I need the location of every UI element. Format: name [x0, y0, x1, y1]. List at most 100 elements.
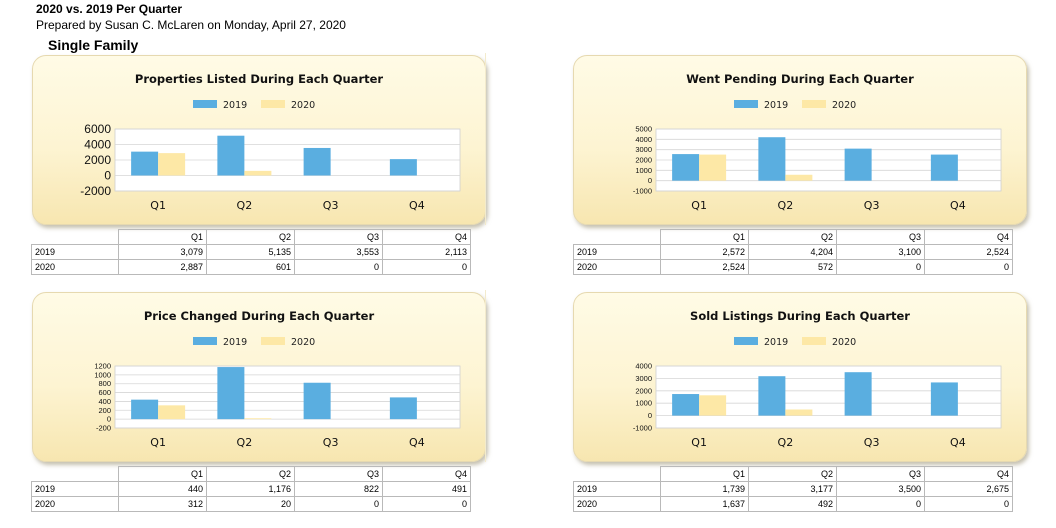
y-tick-label: 0	[107, 415, 111, 424]
report-title: 2020 vs. 2019 Per Quarter	[36, 2, 183, 16]
table-header-row: Q1 Q2 Q3 Q4	[31, 466, 471, 482]
bar-2019-Q3	[303, 147, 331, 176]
chart-price-changed: Price Changed During Each Quarter 2019 202…	[94, 309, 461, 449]
y-tick-label: 2000	[635, 386, 652, 395]
legend-swatch-2019	[734, 337, 758, 345]
x-tick-label: Q3	[864, 436, 880, 449]
bar-2019-Q4	[930, 154, 958, 181]
column-header: Q2	[206, 229, 295, 245]
table-cell: 5,135	[206, 244, 295, 260]
y-tick-label: 1000	[635, 399, 652, 408]
table-cell: 3,553	[294, 244, 383, 260]
x-tick-label: Q3	[323, 436, 339, 449]
table-cell: 312	[118, 496, 207, 512]
chart-sold: Sold Listings During Each Quarter 2019 202…	[633, 309, 1002, 449]
data-table-pending: Q1 Q2 Q3 Q4 2019 2,572 4,204 3,100 2,524…	[573, 229, 1013, 275]
table-cell: 0	[924, 259, 1013, 275]
x-tick-label: Q1	[150, 199, 166, 212]
bar-2019-Q2	[217, 135, 245, 176]
x-tick-label: Q1	[691, 436, 707, 449]
y-tick-label: 4000	[84, 138, 111, 152]
table-cell: 3,500	[836, 481, 925, 497]
data-table-listed: Q1 Q2 Q3 Q4 2019 3,079 5,135 3,553 2,113…	[31, 229, 471, 275]
table-cell: 492	[748, 496, 837, 512]
legend-label-2019: 2019	[764, 100, 788, 111]
y-tick-label: -1000	[633, 424, 652, 433]
table-row: 2019 1,739 3,177 3,500 2,675	[573, 481, 1013, 497]
bar-2019-Q4	[930, 382, 958, 416]
y-tick-label: 2000	[635, 156, 652, 165]
bar-2019-Q3	[844, 372, 872, 416]
table-cell: 3,177	[748, 481, 837, 497]
x-tick-label: Q4	[950, 199, 966, 212]
table-header-row: Q1 Q2 Q3 Q4	[573, 229, 1013, 245]
y-tick-label: 0	[104, 169, 111, 183]
bar-2020-Q1	[699, 395, 727, 416]
y-tick-label: 1200	[94, 362, 111, 371]
legend-label-2020: 2020	[291, 337, 315, 348]
y-tick-label: 800	[98, 379, 111, 388]
row-label: 2020	[573, 496, 661, 512]
column-header: Q4	[382, 229, 471, 245]
table-row: 2019 440 1,176 822 491	[31, 481, 471, 497]
chart-title: Went Pending During Each Quarter	[686, 72, 914, 86]
table-cell: 491	[382, 481, 471, 497]
bar-2020-Q2	[244, 170, 272, 176]
column-header: Q2	[748, 229, 837, 245]
legend-label-2020: 2020	[832, 337, 856, 348]
column-header: Q3	[836, 229, 925, 245]
table-header-row: Q1 Q2 Q3 Q4	[31, 229, 471, 245]
column-header: Q2	[206, 466, 295, 482]
table-cell: 601	[206, 259, 295, 275]
column-header: Q1	[118, 466, 207, 482]
legend-swatch-2019	[734, 100, 758, 108]
column-header: Q3	[294, 229, 383, 245]
bar-2020-Q1	[158, 405, 186, 420]
y-tick-label: 5000	[635, 125, 652, 134]
table-header-row: Q1 Q2 Q3 Q4	[573, 466, 1013, 482]
y-tick-label: -1000	[633, 187, 652, 196]
table-cell: 1,739	[660, 481, 749, 497]
bar-2019-Q4	[389, 159, 417, 176]
row-label: 2019	[573, 244, 661, 260]
chart-title: Price Changed During Each Quarter	[144, 309, 375, 323]
legend-label-2020: 2020	[832, 100, 856, 111]
table-cell: 822	[294, 481, 383, 497]
table-cell: 20	[206, 496, 295, 512]
y-tick-label: 600	[98, 388, 111, 397]
table-row: 2020 1,637 492 0 0	[573, 496, 1013, 512]
bar-2020-Q2	[785, 174, 813, 181]
bar-2019-Q1	[672, 394, 700, 416]
x-tick-label: Q1	[691, 199, 707, 212]
row-label: 2019	[31, 481, 119, 497]
y-tick-label: 4000	[635, 362, 652, 371]
chart-title: Sold Listings During Each Quarter	[690, 309, 910, 323]
y-tick-label: 4000	[635, 135, 652, 144]
data-table-price-changed: Q1 Q2 Q3 Q4 2019 440 1,176 822 491 2020 …	[31, 466, 471, 512]
bar-2019-Q3	[303, 382, 331, 420]
table-cell: 0	[382, 496, 471, 512]
x-tick-label: Q3	[864, 199, 880, 212]
column-header: Q1	[118, 229, 207, 245]
bar-2020-Q1	[158, 153, 186, 176]
column-header: Q2	[748, 466, 837, 482]
table-cell: 1,176	[206, 481, 295, 497]
bar-2019-Q1	[131, 151, 159, 176]
data-table-sold: Q1 Q2 Q3 Q4 2019 1,739 3,177 3,500 2,675…	[573, 466, 1013, 512]
legend-swatch-2020	[802, 337, 826, 345]
table-cell: 3,100	[836, 244, 925, 260]
column-header: Q4	[924, 466, 1013, 482]
y-tick-label: 1000	[94, 370, 111, 379]
column-header: Q4	[382, 466, 471, 482]
legend-swatch-2019	[193, 100, 217, 108]
bar-2019-Q3	[844, 148, 872, 181]
bar-2019-Q1	[672, 154, 700, 181]
table-cell: 0	[294, 496, 383, 512]
chart-panel-price-changed: Price Changed During Each Quarter 2019 202…	[32, 292, 486, 462]
table-row: 2019 2,572 4,204 3,100 2,524	[573, 244, 1013, 260]
table-cell: 2,524	[924, 244, 1013, 260]
bar-2020-Q2	[244, 418, 272, 420]
bar-2019-Q2	[758, 137, 786, 181]
chart-panel-listed: Properties Listed During Each Quarter 201…	[32, 55, 486, 225]
chart-listed: Properties Listed During Each Quarter 201…	[80, 72, 461, 212]
